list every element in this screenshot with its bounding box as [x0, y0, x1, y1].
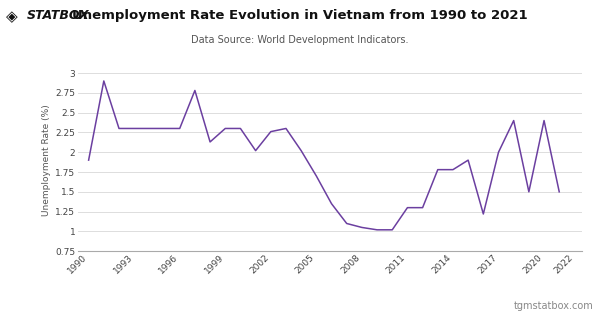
Text: Unemployment Rate Evolution in Vietnam from 1990 to 2021: Unemployment Rate Evolution in Vietnam f…: [72, 9, 528, 22]
Text: ◈: ◈: [6, 9, 18, 24]
Y-axis label: Unemployment Rate (%): Unemployment Rate (%): [42, 104, 51, 216]
Text: STATBOX: STATBOX: [27, 9, 89, 22]
Text: Data Source: World Development Indicators.: Data Source: World Development Indicator…: [191, 35, 409, 45]
Text: tgmstatbox.com: tgmstatbox.com: [514, 301, 594, 311]
